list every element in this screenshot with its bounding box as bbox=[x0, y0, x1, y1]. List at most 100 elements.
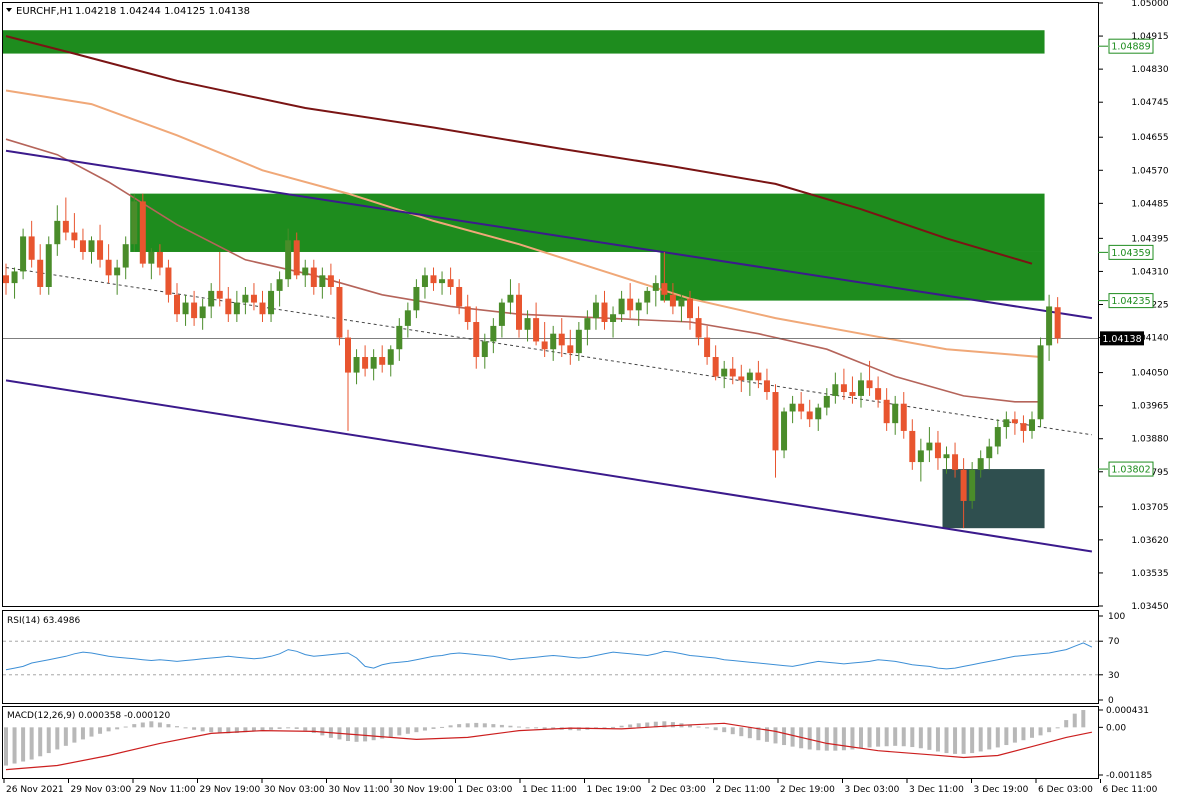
candle-body bbox=[678, 298, 685, 307]
candle-body bbox=[362, 357, 369, 369]
rsi-tick-label: 100 bbox=[1108, 612, 1125, 622]
candle bbox=[447, 267, 454, 295]
macd-histogram-bar bbox=[645, 722, 650, 728]
macd-histogram-bar bbox=[688, 724, 692, 728]
price-tick-label: 1.03535 bbox=[1131, 569, 1168, 579]
candle-body bbox=[79, 240, 86, 252]
candle bbox=[627, 283, 634, 319]
candle bbox=[114, 259, 121, 295]
candle-body bbox=[627, 298, 634, 311]
candle bbox=[199, 298, 206, 330]
candle-body bbox=[849, 392, 856, 396]
candle bbox=[233, 290, 240, 323]
macd-histogram-bar bbox=[756, 727, 761, 741]
candle bbox=[1054, 297, 1061, 344]
macd-histogram-bar bbox=[482, 723, 487, 728]
macd-histogram-bar bbox=[46, 727, 51, 754]
candle bbox=[849, 376, 856, 404]
candle-body bbox=[28, 236, 35, 260]
macd-histogram-bar bbox=[918, 727, 923, 749]
candle bbox=[182, 294, 189, 326]
candle bbox=[490, 318, 497, 354]
macd-histogram-bar bbox=[243, 727, 248, 733]
candle bbox=[165, 259, 172, 303]
candle bbox=[285, 228, 292, 287]
candle-body bbox=[54, 220, 61, 245]
candle bbox=[798, 392, 805, 420]
macd-histogram-bar bbox=[303, 727, 308, 731]
macd-histogram-bar bbox=[106, 727, 111, 732]
macd-histogram-bar bbox=[790, 727, 795, 747]
candle-body bbox=[986, 446, 993, 459]
candle-body bbox=[413, 286, 420, 311]
macd-histogram-bar bbox=[893, 727, 898, 746]
price-marker-box bbox=[1108, 293, 1154, 309]
candle-body bbox=[806, 411, 813, 420]
time-tick-label: 2 Dec 11:00 bbox=[716, 785, 771, 795]
macd-histogram-bar bbox=[850, 727, 855, 750]
candle bbox=[909, 419, 916, 470]
candle-body bbox=[789, 403, 796, 412]
macd-label: MACD(12,26,9) 0.000358 -0.000120 bbox=[7, 711, 170, 721]
macd-histogram-bar bbox=[311, 727, 316, 733]
macd-histogram-bar bbox=[371, 727, 376, 741]
macd-histogram-bar bbox=[115, 727, 120, 730]
candle-body bbox=[114, 267, 121, 276]
price-tick-label: 1.04915 bbox=[1131, 32, 1168, 42]
candle bbox=[661, 251, 668, 303]
price-tick-label: 1.05000 bbox=[1131, 0, 1168, 9]
candle-body bbox=[404, 310, 411, 326]
macd-histogram-bar bbox=[209, 727, 214, 733]
candle-body bbox=[20, 236, 27, 272]
macd-histogram-bar bbox=[833, 727, 838, 751]
candle-body bbox=[575, 329, 582, 354]
candle bbox=[370, 349, 377, 381]
collapse-arrow-icon[interactable] bbox=[6, 8, 12, 12]
candle bbox=[866, 360, 873, 396]
candle bbox=[62, 197, 69, 241]
candle bbox=[541, 322, 548, 358]
price-tick-label: 1.04140 bbox=[1131, 334, 1168, 344]
candle-body bbox=[533, 318, 540, 342]
candle bbox=[404, 302, 411, 338]
candle bbox=[823, 388, 830, 416]
candle-body bbox=[815, 407, 822, 420]
candle-body bbox=[729, 368, 736, 377]
channel-upper-line bbox=[5, 149, 1093, 320]
candle bbox=[618, 290, 625, 323]
candle-body bbox=[199, 306, 206, 319]
time-tick-label: 1 Dec 19:00 bbox=[587, 785, 642, 795]
macd-histogram-bar bbox=[739, 727, 744, 737]
candle-body bbox=[610, 314, 617, 323]
candle-body bbox=[293, 240, 300, 276]
candle bbox=[635, 298, 642, 326]
zone-1 bbox=[3, 30, 1045, 54]
candle bbox=[242, 286, 249, 315]
candle-body bbox=[1011, 419, 1018, 424]
price-tick-label: 1.03705 bbox=[1131, 503, 1168, 513]
candle-body bbox=[669, 294, 676, 307]
macd-histogram-bar bbox=[234, 727, 239, 733]
macd-histogram-bar bbox=[1038, 727, 1043, 736]
candle-body bbox=[832, 384, 839, 396]
macd-histogram-bar bbox=[465, 723, 470, 728]
candle-body bbox=[926, 442, 933, 451]
time-tick-label: 3 Dec 11:00 bbox=[909, 785, 964, 795]
candle bbox=[276, 271, 283, 307]
macd-signal-line bbox=[5, 722, 1093, 771]
price-tick-label: 1.04310 bbox=[1131, 267, 1168, 277]
time-tick-label: 3 Dec 03:00 bbox=[845, 785, 900, 795]
candle bbox=[533, 302, 540, 346]
candle-body bbox=[430, 275, 437, 284]
candle-body bbox=[447, 279, 454, 287]
candle-body bbox=[858, 380, 864, 396]
price-tick-label: 1.03880 bbox=[1131, 435, 1168, 445]
candle-body bbox=[481, 341, 488, 358]
candle-body bbox=[1003, 419, 1010, 428]
macd-histogram-bar bbox=[807, 727, 812, 750]
candle-body bbox=[840, 384, 847, 393]
candle bbox=[832, 372, 839, 404]
price-marker-label: 1.04235 bbox=[1111, 296, 1150, 307]
time-tick-label: 1 Dec 11:00 bbox=[522, 785, 577, 795]
